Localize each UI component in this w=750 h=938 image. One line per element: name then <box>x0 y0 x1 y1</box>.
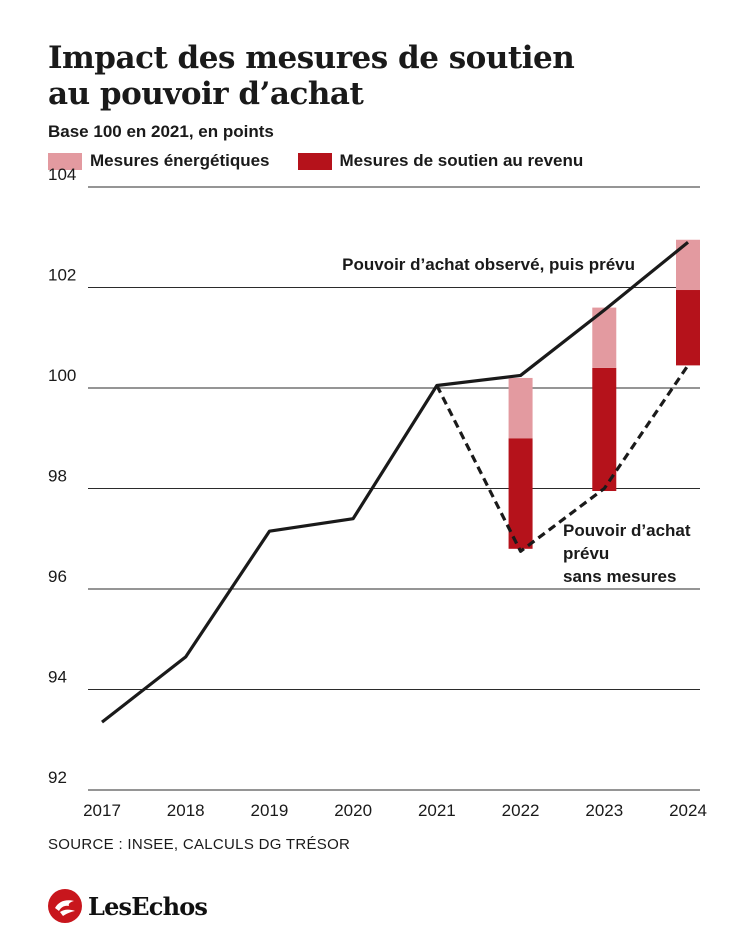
x-tick-label: 2023 <box>585 801 623 820</box>
y-tick-label: 96 <box>48 567 67 586</box>
chart-subtitle: Base 100 en 2021, en points <box>48 122 274 141</box>
annotation-without-measures: prévu <box>563 544 609 563</box>
x-tick-label: 2018 <box>167 801 205 820</box>
legend-swatch-revenu <box>297 152 332 170</box>
chart-plot: 92 94 96 98 100 102 104 2017 2018 2019 2020 2021 202… <box>48 165 707 820</box>
chart-title: Impact des mesures de soutien au pouvoir… <box>48 40 575 112</box>
les-echos-emblem-icon <box>48 889 82 923</box>
x-tick-label: 2017 <box>83 801 121 820</box>
brand-logo: LesEchos <box>48 889 208 923</box>
x-tick-label: 2019 <box>251 801 289 820</box>
y-tick-label: 94 <box>48 668 67 687</box>
source-note: SOURCE : INSEE, CALCULS DG TRÉSOR <box>48 836 351 853</box>
x-tick-label: 2021 <box>418 801 456 820</box>
line-observed <box>101 241 690 724</box>
bar-energie <box>508 377 533 439</box>
y-tick-label: 92 <box>48 768 67 787</box>
line-without-measures <box>435 364 690 553</box>
legend-item-energie: Mesures énergétiques <box>48 151 270 171</box>
bar-revenu <box>676 290 700 366</box>
y-tick-label: 100 <box>48 366 76 385</box>
x-tick-label: 2022 <box>502 801 540 820</box>
x-tick-label: 2024 <box>669 801 707 820</box>
y-tick-label: 104 <box>48 165 76 184</box>
x-tick-label: 2020 <box>334 801 372 820</box>
annotation-without-measures: Pouvoir d’achat <box>563 521 691 540</box>
legend-swatch-energie <box>48 152 82 170</box>
bar-revenu <box>592 367 617 492</box>
legend-item-revenu: Mesures de soutien au revenu <box>297 151 584 171</box>
y-tick-label: 98 <box>48 467 67 486</box>
y-tick-label: 102 <box>48 266 76 285</box>
annotation-observed: Pouvoir d’achat observé, puis prévu <box>342 255 635 274</box>
legend-label-energie: Mesures énergétiques <box>90 151 270 170</box>
annotation-without-measures: sans mesures <box>563 567 676 586</box>
brand-name: LesEchos <box>88 891 208 921</box>
legend-label-revenu: Mesures de soutien au revenu <box>339 151 584 170</box>
legend: Mesures énergétiques Mesures de soutien … <box>48 151 611 171</box>
bar-revenu <box>508 438 533 549</box>
